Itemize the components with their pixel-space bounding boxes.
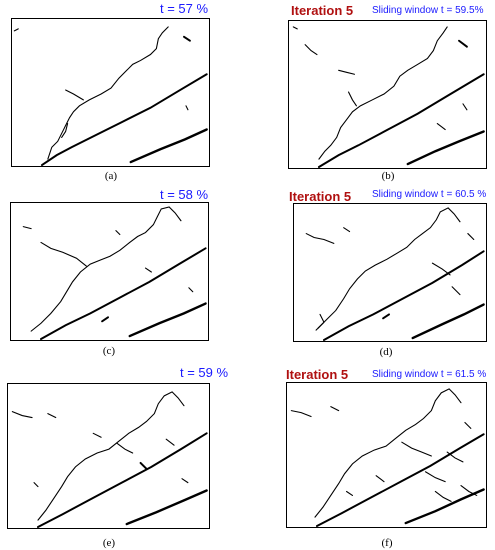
panel-c-image bbox=[10, 202, 209, 341]
panel-a-caption: (a) bbox=[104, 170, 118, 182]
panel-a-threshold-label: t = 57 % bbox=[160, 1, 209, 16]
panel-f-caption: (f) bbox=[381, 537, 393, 549]
panel-e-threshold-label: t = 59 % bbox=[180, 365, 229, 380]
panel-c-crack-map bbox=[22, 206, 207, 340]
panel-d-threshold-label: Sliding window t = 60.5 % bbox=[372, 189, 487, 200]
panel-b-caption: (b) bbox=[381, 170, 395, 182]
panel-e-crack-map bbox=[11, 391, 208, 528]
panel-f-image bbox=[286, 382, 487, 528]
panel-b-crack-map bbox=[292, 26, 485, 168]
panel-c-caption: (c) bbox=[102, 345, 116, 357]
panel-d-caption: (d) bbox=[379, 346, 393, 358]
panel-a-crack-map bbox=[13, 26, 208, 166]
panel-f-iteration-label: Iteration 5 bbox=[286, 367, 349, 382]
panel-f-crack-map bbox=[290, 388, 485, 527]
panel-e-caption: (e) bbox=[102, 537, 116, 549]
panel-d-iteration-label: Iteration 5 bbox=[289, 189, 352, 204]
panel-e-image bbox=[7, 383, 210, 529]
panel-f-threshold-label: Sliding window t = 61.5 % bbox=[372, 369, 487, 380]
panel-a-image bbox=[11, 18, 210, 167]
panel-d-crack-map bbox=[305, 207, 485, 341]
panel-b-image bbox=[288, 20, 487, 169]
panel-b-threshold-label: Sliding window t = 59.5% bbox=[372, 5, 484, 16]
panel-c-threshold-label: t = 58 % bbox=[160, 187, 209, 202]
panel-d-image bbox=[293, 203, 487, 342]
panel-b-iteration-label: Iteration 5 bbox=[291, 3, 354, 18]
